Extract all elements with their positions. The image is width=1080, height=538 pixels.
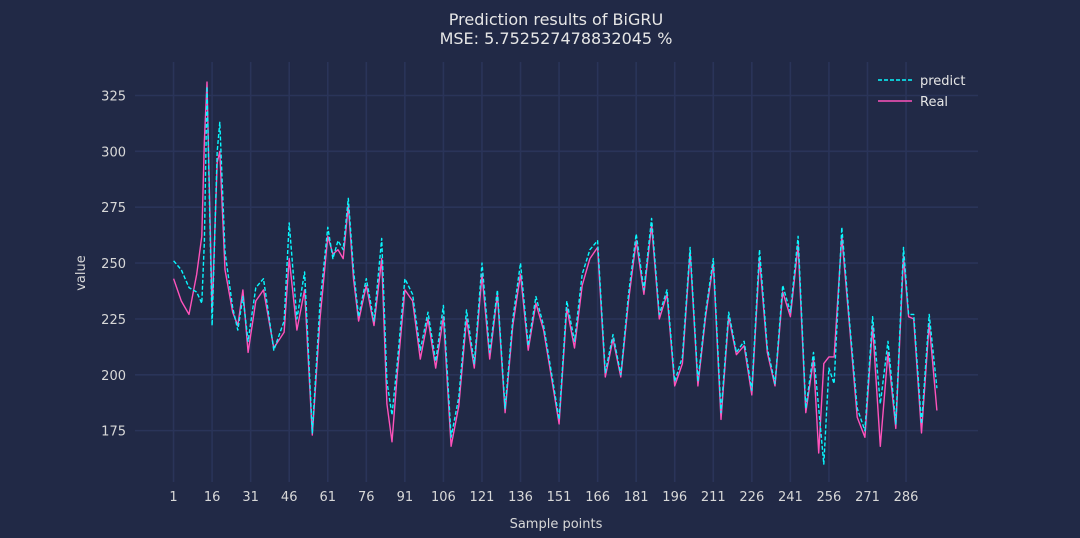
x-tick-label-136: 136: [508, 490, 533, 505]
x-tick-label-241: 241: [778, 490, 803, 505]
x-tick-label-271: 271: [855, 490, 880, 505]
y-axis-ticks: 175 200 225 250 275 300 325: [101, 90, 126, 440]
x-tick-label-61: 61: [319, 490, 336, 505]
x-tick-label-286: 286: [894, 490, 919, 505]
y-tick-label-300: 300: [101, 145, 126, 160]
chart-subtitle: MSE: 5.752527478832045 %: [440, 29, 673, 48]
x-tick-label-226: 226: [739, 490, 764, 505]
x-tick-label-106: 106: [431, 490, 456, 505]
x-tick-label-151: 151: [547, 490, 572, 505]
x-tick-label-211: 211: [701, 490, 726, 505]
y-tick-label-200: 200: [101, 369, 126, 384]
x-tick-label-76: 76: [358, 490, 375, 505]
series-line-predict: [173, 85, 938, 465]
y-tick-label-225: 225: [101, 313, 126, 328]
x-axis-label: Sample points: [510, 517, 603, 532]
x-tick-label-91: 91: [397, 490, 414, 505]
x-tick-label-16: 16: [204, 490, 221, 505]
x-tick-label-31: 31: [242, 490, 259, 505]
y-tick-label-250: 250: [101, 257, 126, 272]
series-layer: [172, 81, 938, 465]
x-tick-label-181: 181: [624, 490, 649, 505]
x-tick-label-196: 196: [662, 490, 687, 505]
x-tick-label-256: 256: [817, 490, 842, 505]
legend-real-label: Real: [920, 95, 948, 110]
x-tick-label-121: 121: [470, 490, 495, 505]
legend: predict Real: [878, 74, 965, 110]
chart-title: Prediction results of BiGRU: [449, 10, 663, 29]
y-tick-label-275: 275: [101, 201, 126, 216]
y-axis-label: value: [74, 255, 89, 291]
x-axis-ticks: 1 16 31 46 61 76 91 106 121 136 151 166 181 196 211 226…: [169, 490, 918, 505]
y-tick-label-175: 175: [101, 425, 126, 440]
x-tick-label-46: 46: [281, 490, 298, 505]
legend-predict-label: predict: [920, 74, 965, 89]
x-tick-label-166: 166: [585, 490, 610, 505]
x-tick-label-1: 1: [169, 490, 177, 505]
y-tick-label-325: 325: [101, 90, 126, 105]
